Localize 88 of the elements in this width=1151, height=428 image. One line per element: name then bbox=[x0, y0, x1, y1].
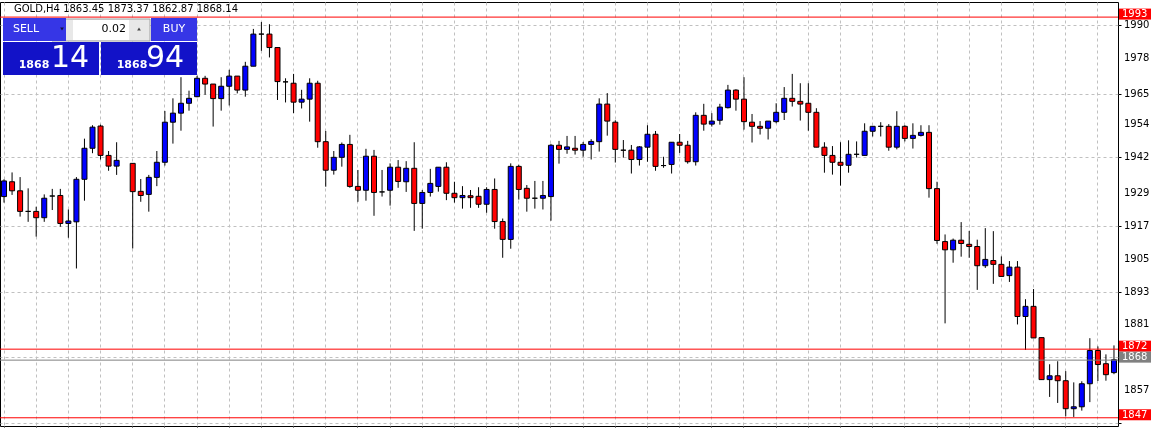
ref-line-label: 1993 bbox=[1122, 8, 1148, 20]
ref-line-label: 1872 bbox=[1122, 340, 1148, 352]
candlestick bbox=[1054, 360, 1061, 404]
candlestick bbox=[740, 76, 747, 131]
candlestick bbox=[909, 122, 916, 150]
y-tick-label: 1881 bbox=[1124, 318, 1150, 330]
y-tick-label: 1905 bbox=[1124, 252, 1150, 264]
candlestick bbox=[805, 82, 812, 132]
candlestick bbox=[226, 69, 233, 106]
chart-title: GOLD,H4 1863.45 1873.37 1862.87 1868.14 bbox=[14, 3, 239, 14]
candlestick bbox=[499, 218, 506, 259]
y-tick-label: 1893 bbox=[1124, 285, 1150, 297]
candlestick bbox=[539, 180, 546, 210]
candlestick bbox=[403, 160, 410, 193]
candlestick bbox=[33, 206, 40, 238]
candlestick bbox=[797, 82, 804, 122]
candlestick bbox=[765, 120, 772, 140]
candlestick bbox=[757, 120, 764, 136]
candlestick bbox=[186, 90, 193, 112]
candlestick bbox=[966, 230, 973, 259]
y-tick-label: 1990 bbox=[1124, 19, 1150, 31]
candlestick bbox=[306, 77, 313, 123]
annotation: 1868 bbox=[18, 58, 50, 71]
candlestick bbox=[789, 73, 796, 108]
candlestick bbox=[917, 124, 924, 137]
candlestick bbox=[885, 123, 892, 152]
candlestick bbox=[523, 184, 530, 213]
y-tick-label: 1929 bbox=[1124, 186, 1150, 198]
y-tick-label: 1917 bbox=[1124, 219, 1150, 231]
candlestick bbox=[942, 233, 949, 324]
candlestick bbox=[990, 230, 997, 285]
y-tick-label: 1954 bbox=[1124, 118, 1150, 130]
candlestick bbox=[137, 178, 144, 203]
candlestick bbox=[210, 83, 217, 128]
candlestick bbox=[684, 140, 691, 165]
annotation: 14 bbox=[50, 39, 90, 74]
candlestick bbox=[387, 162, 394, 207]
candlestick bbox=[330, 150, 337, 176]
ref-line-label: 1847 bbox=[1122, 408, 1148, 420]
annotation: 0.02 bbox=[101, 22, 126, 35]
candlestick bbox=[242, 61, 249, 98]
candlestick bbox=[1078, 380, 1085, 412]
annotation: SELL bbox=[12, 22, 40, 35]
candlestick bbox=[1102, 353, 1109, 382]
candlestick bbox=[572, 135, 579, 156]
y-tick-label: 1965 bbox=[1124, 87, 1150, 99]
y-tick-label: 1978 bbox=[1124, 52, 1150, 64]
candlestick bbox=[604, 92, 611, 137]
candlestick bbox=[732, 88, 739, 112]
candlestick bbox=[9, 171, 16, 196]
candlestick bbox=[580, 141, 587, 158]
annotation: 1868 bbox=[116, 58, 148, 71]
candlestick bbox=[564, 135, 571, 155]
candlestick bbox=[893, 110, 900, 150]
candlestick bbox=[427, 168, 434, 198]
candlestick bbox=[258, 21, 265, 52]
candlestick bbox=[950, 238, 957, 264]
y-tick-label: 1942 bbox=[1124, 151, 1150, 163]
candlestick bbox=[49, 188, 56, 211]
candlestick bbox=[773, 102, 780, 124]
candlestick bbox=[958, 221, 965, 258]
candlestick bbox=[974, 239, 981, 291]
candlestick bbox=[153, 150, 160, 187]
candlestick bbox=[781, 86, 788, 121]
y-tick-label: 1857 bbox=[1124, 384, 1150, 396]
ref-line-label: 1868 bbox=[1122, 351, 1148, 363]
candlestick bbox=[588, 138, 595, 161]
candlestick bbox=[982, 227, 989, 269]
candlestick bbox=[700, 103, 707, 132]
candlestick bbox=[17, 176, 24, 218]
candlestick bbox=[282, 77, 289, 103]
candlestick bbox=[218, 76, 225, 112]
candlestick bbox=[749, 113, 756, 144]
candlestick bbox=[338, 142, 345, 168]
candlestick bbox=[177, 76, 184, 132]
candlestick bbox=[145, 174, 152, 213]
candlestick bbox=[354, 169, 361, 203]
annotation: BUY bbox=[162, 22, 186, 35]
candlestick bbox=[556, 140, 562, 165]
candlestick bbox=[419, 189, 426, 230]
candlestick bbox=[515, 164, 522, 201]
candlestick bbox=[1070, 381, 1077, 418]
candlestick bbox=[41, 193, 48, 223]
candlestick bbox=[379, 169, 386, 198]
candlestick bbox=[202, 75, 209, 96]
candlestick bbox=[169, 97, 176, 145]
candlestick bbox=[716, 103, 723, 126]
candlestick bbox=[395, 159, 402, 189]
